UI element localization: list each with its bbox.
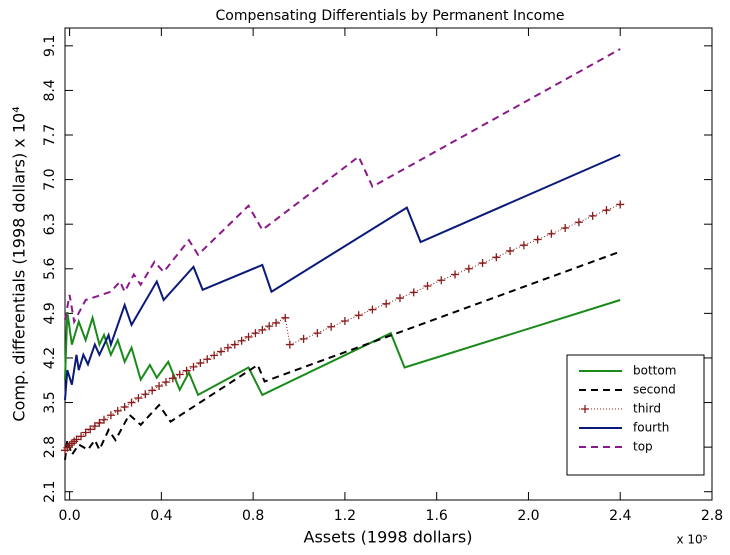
plus-marker (196, 359, 205, 368)
plus-marker (95, 418, 104, 427)
plus-marker (168, 374, 177, 383)
plus-marker (161, 378, 170, 387)
x-tick-label: 0.0 (58, 508, 80, 524)
x-tick-label: 1.2 (334, 508, 356, 524)
plus-marker (492, 253, 501, 262)
y-tick-label: 8.4 (42, 79, 58, 101)
plus-marker (272, 318, 281, 327)
y-tick-label: 9.1 (42, 35, 58, 57)
plus-marker (409, 288, 418, 297)
legend-marker (581, 405, 589, 413)
plus-marker (175, 370, 184, 379)
plus-marker (533, 235, 542, 244)
plus-marker (423, 281, 432, 290)
y-tick-label: 4.9 (42, 302, 58, 324)
plus-marker (210, 351, 219, 360)
plus-marker (382, 299, 391, 308)
plus-marker (155, 381, 164, 390)
y-tick-label: 2.8 (42, 436, 58, 458)
plus-marker (223, 343, 232, 352)
series-line (64, 48, 621, 325)
chart-title: Compensating Differentials by Permanent … (216, 8, 565, 24)
x-tick-label: 2.0 (517, 508, 539, 524)
plus-marker (395, 294, 404, 303)
plus-marker (134, 394, 143, 403)
y-tick-label: 6.3 (42, 213, 58, 235)
plus-marker (547, 229, 556, 238)
plus-marker (141, 390, 150, 399)
plus-marker (327, 322, 336, 331)
plus-marker (354, 311, 363, 320)
plot-frame (64, 27, 713, 501)
plus-marker (113, 406, 122, 415)
plus-marker (561, 224, 570, 233)
legend-label: top (633, 440, 653, 454)
plus-marker (281, 313, 290, 322)
plus-marker (72, 435, 81, 444)
plus-marker (127, 398, 136, 407)
series-line (64, 153, 621, 401)
x-multiplier: x 10⁵ (677, 533, 708, 547)
plus-marker (464, 264, 473, 273)
plus-marker (340, 317, 349, 326)
legend-box (566, 354, 705, 476)
plus-marker (519, 241, 528, 250)
series-line (64, 250, 621, 460)
y-tick-label: 3.5 (42, 391, 58, 413)
plus-marker (285, 340, 294, 349)
plus-marker (313, 329, 322, 338)
plus-marker (506, 246, 515, 255)
plus-marker (237, 336, 246, 345)
plus-marker (478, 259, 487, 268)
plus-marker (90, 422, 99, 431)
plus-marker (574, 218, 583, 227)
y-tick-label: 7.0 (42, 168, 58, 190)
plus-marker (120, 403, 129, 412)
plus-marker (81, 428, 90, 437)
plus-marker (368, 305, 377, 314)
plus-marker (265, 322, 274, 331)
series-line (64, 299, 621, 397)
x-tick-label: 2.4 (609, 508, 631, 524)
plus-marker (602, 206, 611, 215)
plus-marker (100, 415, 109, 424)
x-tick-label: 0.8 (242, 508, 264, 524)
plus-marker (182, 366, 191, 375)
x-tick-label: 2.8 (701, 508, 723, 524)
plus-marker (451, 270, 460, 279)
plus-marker (148, 386, 157, 395)
legend-label: second (633, 383, 676, 397)
legend-label: bottom (633, 364, 676, 378)
plus-marker (251, 329, 260, 338)
plus-marker (86, 425, 95, 434)
plus-marker (77, 432, 86, 441)
y-tick-label: 4.2 (42, 347, 58, 369)
y-tick-label: 5.6 (42, 258, 58, 280)
plus-marker (299, 334, 308, 343)
plus-marker (106, 411, 115, 420)
plus-marker (217, 347, 226, 356)
y-tick-label: 2.1 (42, 481, 58, 503)
plus-marker (203, 355, 212, 364)
plus-marker (258, 325, 267, 334)
plus-marker (230, 340, 239, 349)
legend-label: fourth (633, 421, 669, 435)
legend-label: third (633, 402, 661, 416)
x-tick-label: 1.6 (426, 508, 448, 524)
plus-marker (244, 332, 253, 341)
y-tick-label: 7.7 (42, 124, 58, 146)
plus-marker (189, 362, 198, 371)
x-axis-label: Assets (1998 dollars) (304, 528, 473, 547)
plus-marker (437, 276, 446, 285)
series-line (64, 203, 621, 451)
y-axis-label: Comp. differentials (1998 dollars) x 10⁴ (10, 106, 29, 421)
plus-marker (616, 200, 625, 209)
x-tick-label: 0.4 (150, 508, 172, 524)
plus-marker (588, 211, 597, 220)
